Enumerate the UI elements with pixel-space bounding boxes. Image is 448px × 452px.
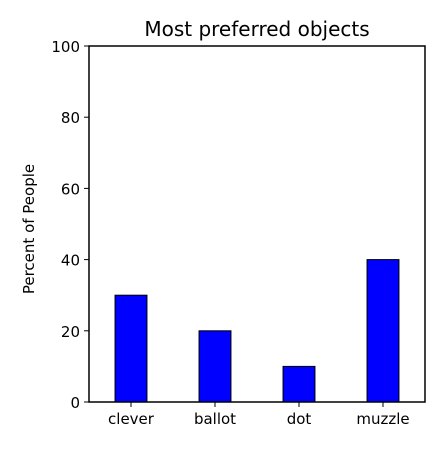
x-tick-label: muzzle (356, 410, 409, 428)
plot-frame (88, 45, 426, 403)
y-tick-label: 20 (61, 323, 80, 341)
bars-layer (114, 259, 400, 403)
y-tick-label: 0 (70, 394, 80, 412)
bar-clever (114, 294, 148, 403)
y-axis-label: Percent of People (20, 164, 38, 294)
bar-dot (282, 365, 316, 403)
x-ticks-layer: clever ballot dot muzzle (108, 402, 410, 428)
y-tick-label: 40 (61, 252, 80, 270)
y-tick-label: 100 (51, 38, 80, 56)
chart-title: Most preferred objects (144, 17, 369, 41)
x-tick-label: dot (287, 410, 312, 428)
bar-ballot (198, 330, 232, 403)
x-tick-label: clever (108, 410, 155, 428)
bar-muzzle (366, 259, 400, 403)
y-tick-label: 80 (61, 109, 80, 127)
y-tick-label: 60 (61, 180, 80, 198)
x-tick-label: ballot (194, 410, 236, 428)
y-ticks-layer: 0 20 40 60 80 100 (51, 38, 89, 412)
